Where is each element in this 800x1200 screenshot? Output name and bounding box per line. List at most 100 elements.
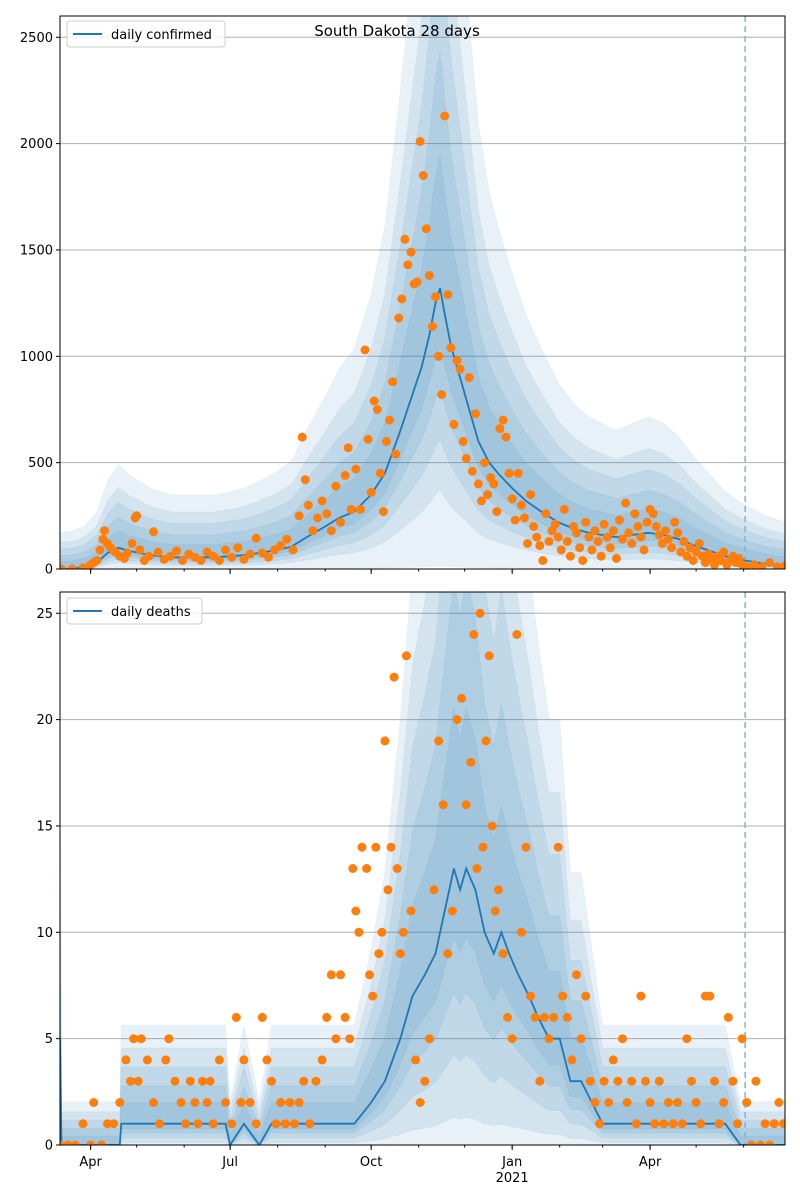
confirmed-point xyxy=(550,519,560,529)
deaths-point xyxy=(193,1119,203,1129)
deaths-point xyxy=(365,970,375,980)
confirmed-point xyxy=(363,434,373,444)
deaths-point xyxy=(357,842,367,852)
deaths-point xyxy=(484,651,494,661)
deaths-point xyxy=(126,1076,135,1086)
deaths-point xyxy=(386,842,396,852)
confirmed-point xyxy=(264,552,273,562)
deaths-point xyxy=(728,1076,738,1086)
confirmed-point xyxy=(648,509,658,519)
confirmed-point xyxy=(553,532,563,542)
confirmed-point xyxy=(294,511,304,521)
confirmed-point xyxy=(630,509,640,519)
deaths-point xyxy=(714,1119,724,1129)
deaths-point xyxy=(305,1119,315,1129)
deaths-point xyxy=(198,1076,207,1086)
confirmed-point xyxy=(415,137,425,146)
confirmed-point xyxy=(526,490,536,500)
confirmed-point xyxy=(599,519,609,529)
confirmed-point xyxy=(214,556,224,565)
confirmed-point xyxy=(593,536,603,546)
confirmed-point xyxy=(615,515,624,525)
confirmed-point xyxy=(300,475,310,485)
confirmed-x-axis xyxy=(90,569,745,574)
deaths-legend: daily deaths xyxy=(66,597,203,625)
confirmed-point xyxy=(366,487,376,497)
deaths-point xyxy=(133,1076,143,1086)
deaths-point xyxy=(687,1076,696,1086)
confirmed-point xyxy=(477,496,486,506)
confirmed-point xyxy=(276,541,286,551)
deaths-point xyxy=(682,1034,692,1044)
deaths-band xyxy=(60,592,785,1145)
confirmed-y-tick-label: 1500 xyxy=(20,243,53,258)
deaths-point xyxy=(63,1140,73,1145)
deaths-point xyxy=(398,927,408,937)
confirmed-point xyxy=(501,432,511,442)
deaths-point xyxy=(271,1119,281,1129)
confirmed-y-tick-label: 500 xyxy=(28,456,53,471)
deaths-legend-label: daily deaths xyxy=(111,605,191,620)
confirmed-point xyxy=(227,552,237,562)
deaths-point xyxy=(115,1098,125,1107)
confirmed-point xyxy=(519,513,529,523)
deaths-point xyxy=(572,970,581,980)
confirmed-point xyxy=(458,436,468,446)
deaths-point xyxy=(654,1076,664,1086)
confirmed-band xyxy=(60,50,785,569)
deaths-point xyxy=(710,1076,719,1086)
deaths-point xyxy=(645,1098,655,1107)
confirmed-point xyxy=(449,419,459,429)
confirmed-point xyxy=(492,507,502,517)
confirmed-point xyxy=(340,470,350,480)
deaths-point xyxy=(641,1076,650,1086)
deaths-point xyxy=(530,1012,540,1022)
confirmed-point xyxy=(375,468,385,478)
deaths-point xyxy=(478,842,488,852)
deaths-point xyxy=(214,1055,224,1065)
confirmed-point xyxy=(541,509,551,519)
deaths-point xyxy=(299,1076,309,1086)
deaths-point xyxy=(380,736,390,746)
deaths-point xyxy=(280,1119,290,1129)
confirmed-point xyxy=(651,522,661,531)
confirmed-point xyxy=(467,466,477,476)
confirmed-point xyxy=(473,479,483,489)
confirmed-point xyxy=(382,436,391,446)
deaths-point xyxy=(86,1140,96,1145)
deaths-point xyxy=(377,927,387,937)
deaths-point xyxy=(673,1098,683,1107)
confirmed-point xyxy=(446,343,456,353)
deaths-point xyxy=(756,1140,765,1145)
deaths-x-tick-label: Jul xyxy=(221,1155,238,1170)
deaths-point xyxy=(774,1098,784,1107)
deaths-point xyxy=(516,927,526,937)
confirmed-point xyxy=(575,543,585,553)
deaths-point xyxy=(481,736,491,746)
deaths-point xyxy=(170,1076,180,1086)
confirmed-point xyxy=(673,528,683,538)
deaths-point xyxy=(78,1119,88,1129)
deaths-point xyxy=(185,1076,195,1086)
deaths-point xyxy=(544,1034,554,1044)
confirmed-point xyxy=(621,498,631,508)
confirmed-point xyxy=(556,545,566,555)
deaths-point xyxy=(705,991,715,1001)
deaths-point xyxy=(285,1098,295,1107)
confirmed-point xyxy=(480,458,490,468)
deaths-y-tick-label: 20 xyxy=(36,713,53,728)
confirmed-point xyxy=(331,481,341,491)
confirmed-point xyxy=(372,405,382,414)
deaths-point xyxy=(322,1012,332,1022)
deaths-point xyxy=(650,1119,660,1129)
deaths-point xyxy=(723,1012,733,1022)
deaths-band xyxy=(60,592,785,1145)
confirmed-point xyxy=(562,536,572,546)
deaths-point xyxy=(691,1098,701,1107)
confirmed-legend-label: daily confirmed xyxy=(111,28,212,43)
deaths-point xyxy=(96,1140,106,1145)
deaths-point xyxy=(472,864,482,873)
deaths-y-axis: 0 5 10 15 20 25 xyxy=(36,607,60,1154)
deaths-point xyxy=(155,1119,165,1129)
deaths-point xyxy=(664,1098,673,1107)
